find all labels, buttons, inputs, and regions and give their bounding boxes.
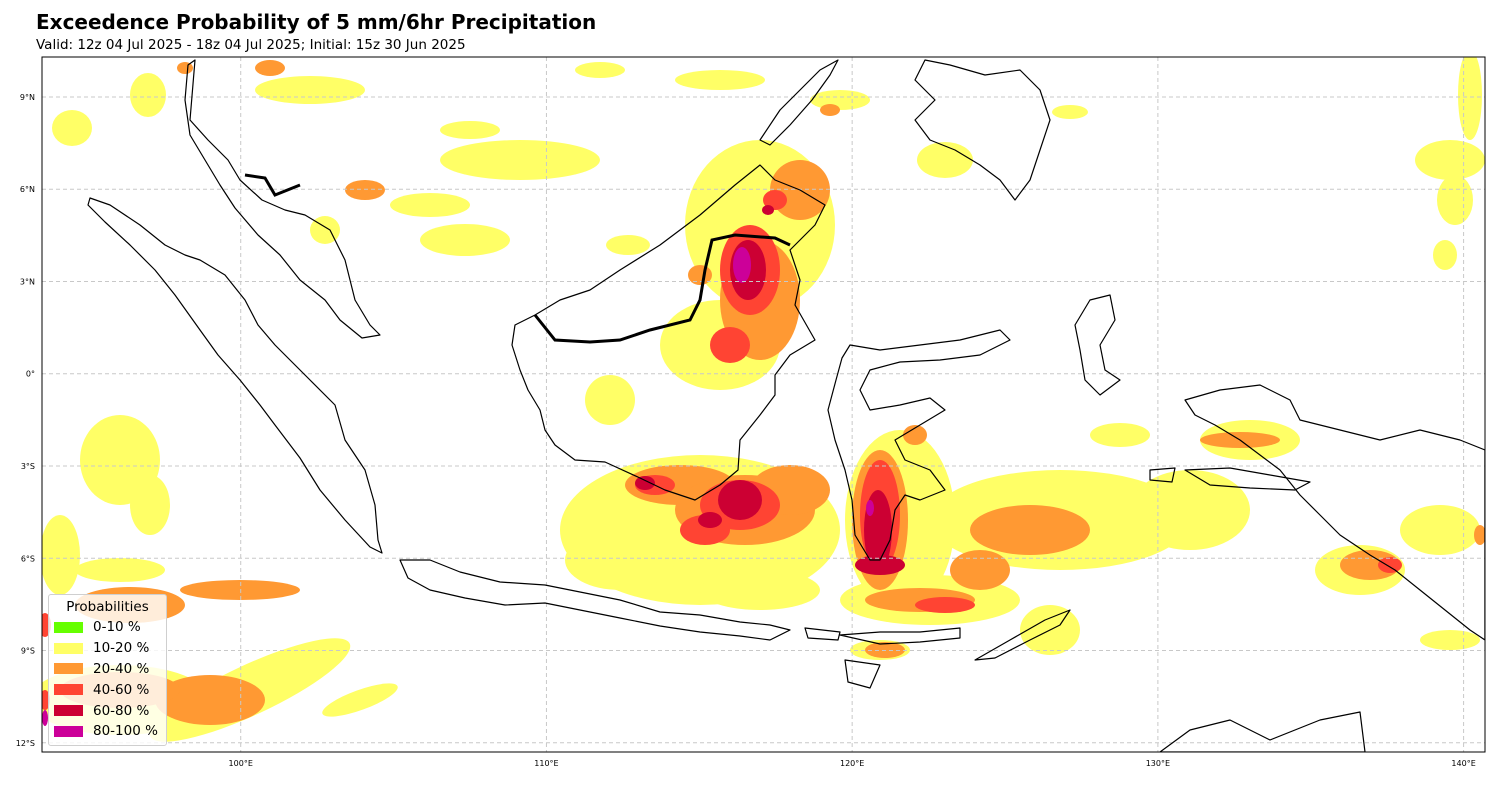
australia-coast <box>1159 711 1366 752</box>
bali-lombok-coast <box>804 627 841 641</box>
coastlines <box>87 59 1485 752</box>
legend-label: 40-60 % <box>93 681 150 698</box>
legend-item: 60-80 % <box>49 700 166 721</box>
lat-tick-label: 9°N <box>20 93 35 102</box>
legend: Probabilities 0-10 % 10-20 % 20-40 % 40-60 … <box>48 594 167 746</box>
buru-coast <box>1149 467 1176 483</box>
sumba-coast <box>844 659 881 689</box>
seram-coast <box>1184 467 1311 491</box>
legend-swatch <box>54 642 83 654</box>
legend-title: Probabilities <box>66 599 149 615</box>
new-guinea-coast <box>1184 384 1485 641</box>
halmahera-coast <box>1074 294 1121 396</box>
map-subtitle: Valid: 12z 04 Jul 2025 - 18z 04 Jul 2025… <box>36 37 466 53</box>
legend-items: 0-10 % 10-20 % 20-40 % 40-60 % 60-80 % 80-100… <box>49 617 166 742</box>
lat-tick-label: 6°S <box>21 554 35 563</box>
legend-label: 80-100 % <box>93 723 158 740</box>
timor-coast <box>974 609 1071 661</box>
flores-coast <box>839 627 961 645</box>
country-borders <box>244 173 1485 640</box>
lat-tick-label: 9°S <box>21 647 35 656</box>
palawan-coast <box>759 59 839 146</box>
lon-tick-label: 120°E <box>840 759 864 768</box>
thailand-border <box>244 173 301 197</box>
prob-layer-60-80 <box>635 205 905 575</box>
lon-tick-label: 110°E <box>534 759 558 768</box>
map-gridlines: 9°N 6°N 3°N 0° 3°S 6°S 9°S 12°S 100°E 110°E 120°E 1… <box>16 57 1485 768</box>
lon-tick-label: 140°E <box>1451 759 1475 768</box>
lat-tick-label: 6°N <box>20 185 35 194</box>
borneo-coast <box>511 164 826 501</box>
prob-layer-80-100 <box>42 247 874 726</box>
legend-swatch <box>54 663 83 675</box>
legend-label: 10-20 % <box>93 640 150 657</box>
sumatra-coast <box>87 197 383 554</box>
legend-item: 40-60 % <box>49 679 166 700</box>
legend-label: 0-10 % <box>93 619 141 636</box>
legend-item: 20-40 % <box>49 659 166 680</box>
borneo-border <box>533 233 791 344</box>
legend-swatch <box>54 725 83 737</box>
legend-swatch <box>54 705 83 717</box>
malay-peninsula-coast <box>184 59 381 339</box>
map-frame <box>41 56 1486 753</box>
legend-item: 80-100 % <box>49 721 166 742</box>
legend-label: 60-80 % <box>93 702 150 719</box>
lat-tick-label: 3°S <box>21 462 35 471</box>
lat-tick-label: 3°N <box>20 277 35 286</box>
legend-swatch <box>54 684 83 696</box>
legend-item: 0-10 % <box>49 617 166 638</box>
lon-tick-label: 100°E <box>229 759 253 768</box>
java-coast <box>399 559 791 641</box>
legend-item: 10-20 % <box>49 638 166 659</box>
legend-label: 20-40 % <box>93 660 150 677</box>
sulawesi-coast <box>827 329 1011 561</box>
mindanao-coast <box>914 59 1051 201</box>
lon-tick-label: 130°E <box>1146 759 1170 768</box>
lat-tick-label: 0° <box>26 370 35 379</box>
map-title: Exceedence Probability of 5 mm/6hr Preci… <box>36 10 597 34</box>
legend-swatch <box>54 621 83 633</box>
lat-tick-label: 12°S <box>16 739 35 748</box>
